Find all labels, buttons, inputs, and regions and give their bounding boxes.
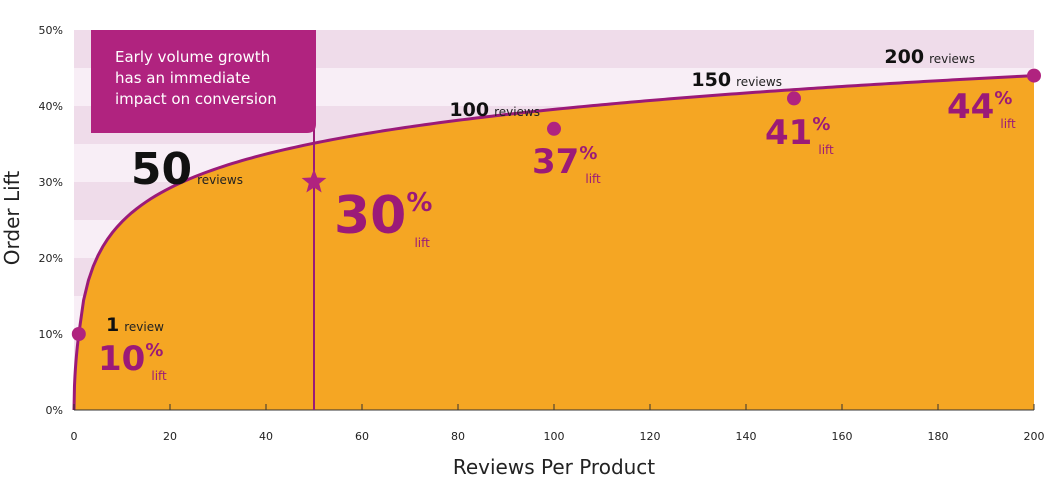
y-tick-label: 50% <box>39 24 63 37</box>
review-unit: reviews <box>494 105 540 119</box>
percent-symbol: % <box>145 340 163 361</box>
callout: Early volume growth has an immediate impac… <box>91 30 316 410</box>
lift-percent-label: 41% lift <box>765 113 834 157</box>
review-unit: reviews <box>736 75 782 89</box>
percent-symbol: % <box>812 114 830 135</box>
callout-text-line: Early volume growth <box>115 48 270 66</box>
percent-symbol: % <box>994 88 1012 109</box>
x-tick-label: 100 <box>544 430 565 443</box>
review-unit: review <box>124 320 164 334</box>
x-tick-label: 0 <box>71 430 78 443</box>
lift-word: lift <box>1000 117 1016 131</box>
review-unit: reviews <box>197 173 243 187</box>
y-axis-title: Order Lift <box>0 171 24 266</box>
series-line <box>72 74 1035 411</box>
point-marker <box>71 327 86 341</box>
review-count-label: 150 reviews <box>691 69 782 91</box>
y-axis: 0% 10% 20% 30% 40% 50% <box>39 24 63 417</box>
review-count-label: 100 reviews <box>449 99 540 121</box>
x-axis-title: Reviews Per Product <box>453 455 655 479</box>
x-tick-label: 20 <box>163 430 177 443</box>
lift-percent-label: 44% lift <box>947 87 1016 131</box>
y-tick-label: 20% <box>39 252 63 265</box>
x-axis: 0 20 40 60 80 100 120 140 160 180 200 <box>71 404 1045 443</box>
point-marker <box>1027 68 1041 83</box>
data-points: 1 review 10% lift 50 reviews 30% lift 100 reviews… <box>71 46 1041 383</box>
lift-word: lift <box>585 172 601 186</box>
x-tick-label: 80 <box>451 430 465 443</box>
lift-percent-label: 10% lift <box>98 339 167 383</box>
lift-percent: 30 <box>334 186 406 246</box>
y-tick-label: 0% <box>46 404 63 417</box>
review-count-label: 1 review <box>106 314 164 336</box>
point-marker <box>787 91 801 106</box>
percent-symbol: % <box>406 188 432 218</box>
review-count: 150 <box>691 69 731 91</box>
x-tick-label: 200 <box>1024 430 1045 443</box>
y-tick-label: 30% <box>39 176 63 189</box>
y-tick-label: 10% <box>39 328 63 341</box>
percent-symbol: % <box>579 143 597 164</box>
point-marker <box>547 121 561 136</box>
x-tick-label: 140 <box>736 430 757 443</box>
review-count: 200 <box>884 46 924 68</box>
lift-percent-label: 37% lift <box>532 142 601 186</box>
lift-word: lift <box>414 236 430 250</box>
lift-word: lift <box>818 143 834 157</box>
lift-percent: 10 <box>98 339 145 379</box>
lift-percent: 44 <box>947 87 994 127</box>
y-tick-label: 40% <box>39 100 63 113</box>
x-tick-label: 160 <box>832 430 853 443</box>
star-marker <box>301 169 327 193</box>
lift-word: lift <box>151 369 167 383</box>
review-unit: reviews <box>929 52 975 66</box>
lift-percent: 41 <box>765 113 812 153</box>
lift-percent: 37 <box>532 142 579 182</box>
x-tick-label: 180 <box>928 430 949 443</box>
x-tick-label: 40 <box>259 430 273 443</box>
lift-percent-label: 30% lift <box>334 186 432 250</box>
review-count: 50 <box>131 144 192 195</box>
review-count: 100 <box>449 99 489 121</box>
callout-text-line: impact on conversion <box>115 90 277 108</box>
review-count-label: 50 reviews <box>131 144 243 195</box>
callout-box <box>91 30 316 133</box>
review-count-label: 200 reviews <box>884 46 975 68</box>
review-count: 1 <box>106 314 119 336</box>
callout-text-line: has an immediate <box>115 69 250 87</box>
x-tick-label: 60 <box>355 430 369 443</box>
x-tick-label: 120 <box>640 430 661 443</box>
